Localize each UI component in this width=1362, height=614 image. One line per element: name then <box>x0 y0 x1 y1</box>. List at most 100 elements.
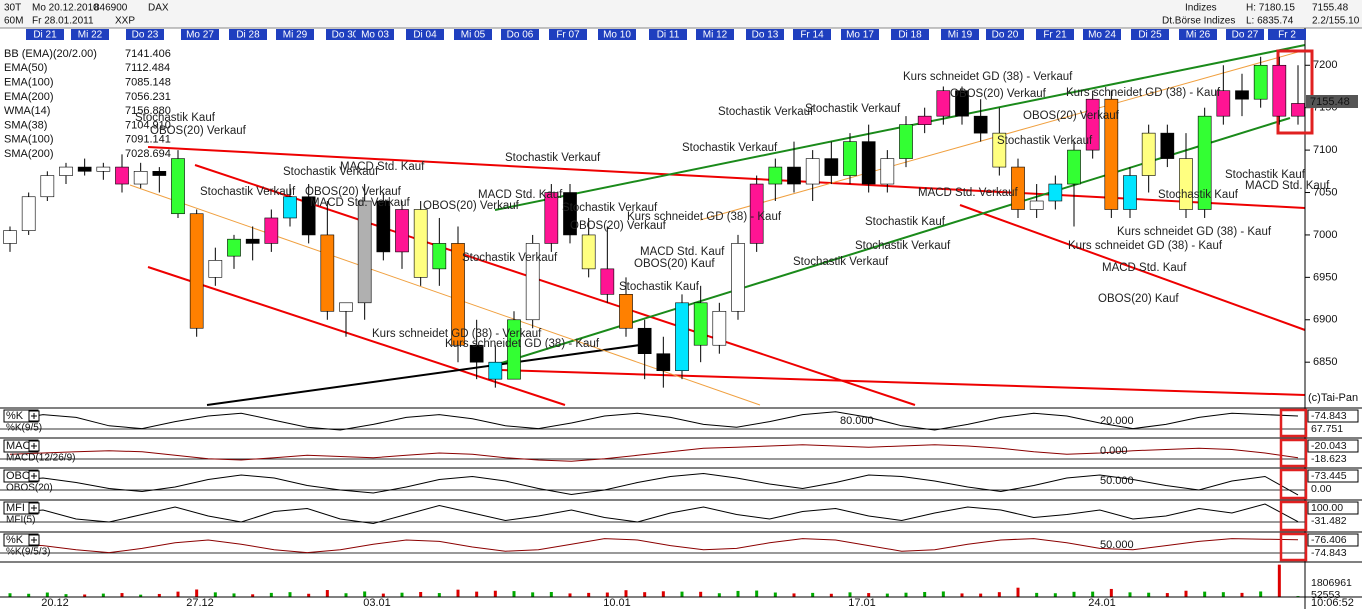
level-label: 80.000 <box>840 415 874 427</box>
volume-bar <box>848 592 852 597</box>
candle-body <box>469 344 484 363</box>
day-label: Fr 14 <box>800 30 824 41</box>
panel-label: %K <box>6 410 24 422</box>
volume-bar <box>587 592 591 597</box>
annotation: Kurs schneidet GD (38) - Kauf <box>627 211 782 223</box>
volume-bar <box>531 592 535 597</box>
day-tag <box>986 29 1024 40</box>
candle-body <box>1141 132 1156 176</box>
legend-value: 7085.148 <box>125 77 171 89</box>
day-label: Fr 2 <box>1278 30 1296 41</box>
candle-body <box>488 361 503 380</box>
legend-name: EMA(50) <box>4 62 47 74</box>
day-tag <box>1226 29 1264 40</box>
candle-body <box>264 217 279 244</box>
day-label: Mo 10 <box>603 30 631 41</box>
highlight-box <box>1279 500 1308 532</box>
candle-body <box>1291 103 1305 117</box>
annotation: OBOS(20) Verkauf <box>950 88 1047 100</box>
period: 60M <box>4 16 23 27</box>
volume-bar <box>549 591 553 597</box>
candle-body <box>731 243 745 312</box>
legend-value: 7141.406 <box>125 48 171 60</box>
annotation: Stochastik Verkauf <box>200 186 296 198</box>
trendline <box>206 344 641 406</box>
candle-body <box>245 238 260 244</box>
candle-body <box>21 196 36 231</box>
day-tag <box>326 29 364 40</box>
day-label: Di 25 <box>1138 30 1162 41</box>
credit: (c)Tai-Pan <box>1308 392 1358 404</box>
day-label: Di 04 <box>413 30 437 41</box>
candle-body <box>432 243 447 270</box>
high: H: 7180.15 <box>1246 3 1295 14</box>
candle-body <box>152 171 167 176</box>
day-tag <box>501 29 539 40</box>
candle-body <box>320 234 335 312</box>
low: L: 6835.74 <box>1246 16 1294 27</box>
day-tag <box>1179 29 1217 40</box>
indicator-line <box>9 444 1299 462</box>
annotation: Kurs schneidet GD (38) - Verkauf <box>903 71 1073 83</box>
readout: -74.843 <box>1311 547 1347 559</box>
candle-body <box>712 310 727 346</box>
annotation: Kurs schneidet GD (38) - Verkauf <box>372 328 542 340</box>
annotation: Kurs schneidet GD (38) - Kauf <box>1066 87 1221 99</box>
legend-name: SMA(100) <box>4 134 54 146</box>
candle-body <box>656 353 671 371</box>
volume-bar <box>885 593 889 597</box>
candle-body <box>395 209 409 253</box>
panel-sublabel: MACD(12/26/9) <box>6 453 75 464</box>
volume-bar <box>83 594 87 597</box>
candle-body <box>3 230 17 244</box>
candle-body <box>1179 158 1193 210</box>
trendline <box>499 369 1306 396</box>
volume-bar <box>1072 591 1076 597</box>
panel-button-icon <box>31 413 37 419</box>
annotation: OBOS(20) Verkauf <box>423 200 520 212</box>
day-tag <box>696 29 734 40</box>
volume-bar <box>419 591 423 597</box>
annotation: Stochastik Kauf <box>619 281 700 293</box>
y-tick-label: 7200 <box>1313 59 1337 71</box>
candle-body <box>1011 166 1025 210</box>
y-tick-label: 6950 <box>1313 271 1337 283</box>
day-tag <box>126 29 164 40</box>
candle-body <box>413 209 428 278</box>
volume-bar <box>1277 564 1281 597</box>
candle-body <box>357 200 372 304</box>
volume-bar <box>475 591 479 597</box>
annotation: OBOS(20) Verkauf <box>150 125 247 137</box>
annotation: Stochastik Verkauf <box>283 166 379 178</box>
volume-bar <box>736 590 740 597</box>
readout: 100.00 <box>1311 502 1343 514</box>
readout: 67.751 <box>1311 423 1343 435</box>
x-tick-label: 03.01 <box>363 597 391 609</box>
volume-bar <box>997 592 1001 597</box>
day-label: Mo 17 <box>846 30 874 41</box>
candle-body <box>77 166 92 172</box>
volume-bar <box>867 593 871 597</box>
readout-box <box>1307 469 1359 483</box>
annotation: Stochastik Verkauf <box>793 256 889 268</box>
group: Indizes <box>1185 3 1217 14</box>
annotation: MACD Std. Kauf <box>1245 180 1330 192</box>
readout-box <box>1307 439 1359 453</box>
volume-bar <box>904 592 908 597</box>
annotation: MACD Std. Kauf <box>478 189 563 201</box>
annotation: Stochastik Kauf <box>1158 189 1239 201</box>
candle-body <box>208 260 223 278</box>
candle-body <box>544 192 559 244</box>
indicator-line <box>9 411 1299 431</box>
panel-sublabel: %K(9/5) <box>6 423 42 434</box>
annotation: Kurs schneidet GD (38) - Kauf <box>1068 240 1223 252</box>
legend-value: 7056.231 <box>125 91 171 103</box>
volume-bar <box>1240 592 1244 597</box>
candle-body <box>899 124 913 159</box>
readout: -74.843 <box>1311 410 1347 422</box>
candle-body <box>824 158 839 176</box>
volume-bar <box>64 594 68 597</box>
candle-body <box>955 90 969 117</box>
day-label: Do 13 <box>752 30 779 41</box>
candle-body <box>768 166 783 185</box>
